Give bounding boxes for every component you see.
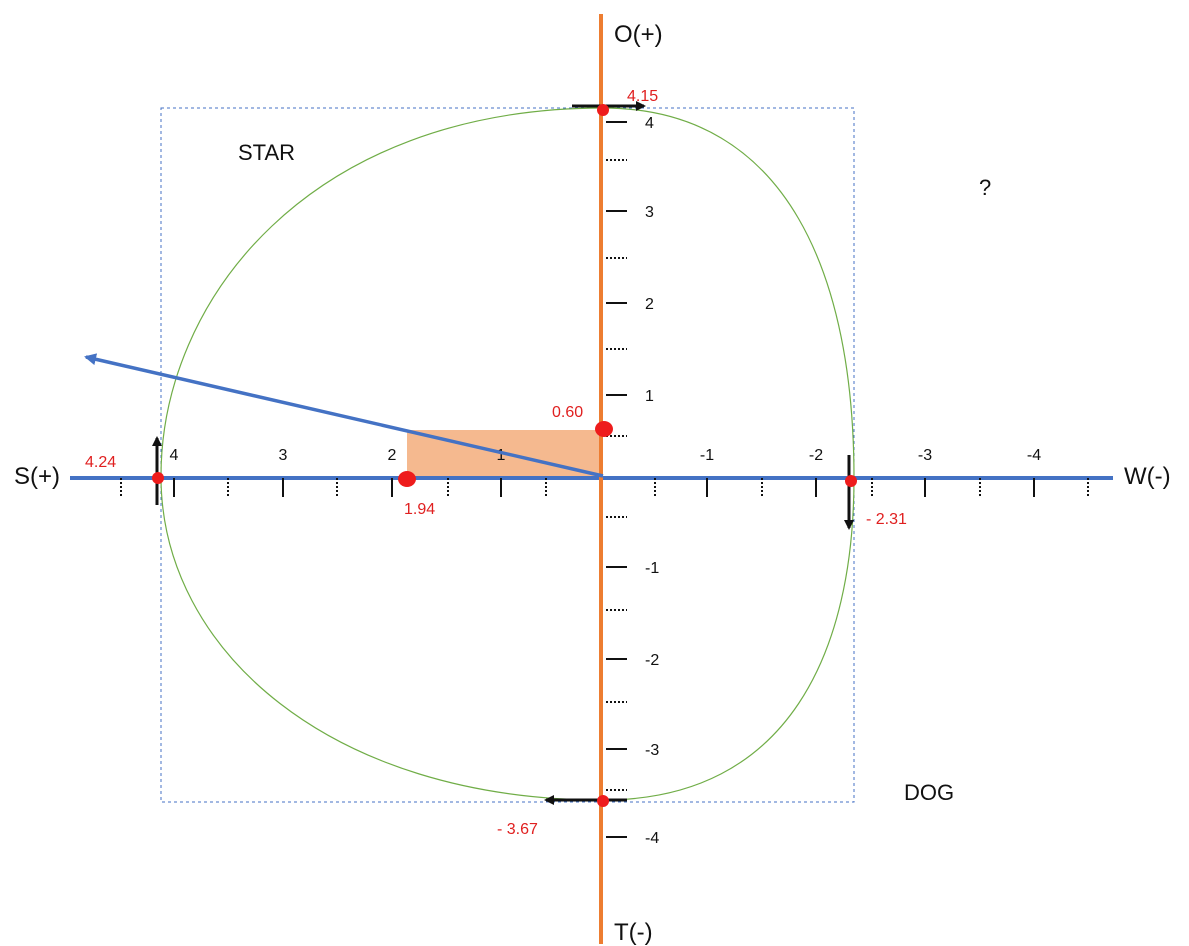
direction-vector-arrow	[84, 353, 604, 478]
y-tick-label: -4	[645, 830, 659, 847]
y-axis-bottom-title: T(-)	[614, 919, 653, 946]
x-tick-label: -2	[809, 447, 823, 464]
x-axis-major-ticks	[173, 478, 1035, 497]
x-tick-label: -1	[700, 447, 714, 464]
o-point	[597, 104, 609, 116]
s-point-label: 4.24	[85, 454, 116, 471]
t-point-label: - 3.67	[497, 821, 538, 838]
y-center-point-label: 0.60	[552, 404, 583, 421]
y-tick-label: 1	[645, 388, 654, 405]
w-point-label: - 2.31	[866, 511, 907, 528]
o-point-label: 4.15	[627, 88, 658, 105]
y-tick-label: -3	[645, 742, 659, 759]
x-tick-label: -4	[1027, 447, 1041, 464]
y-axis-major-ticks	[606, 121, 627, 838]
x-tick-label: 1	[497, 447, 506, 464]
t-point	[597, 795, 609, 807]
x-axis-right-title: W(-)	[1124, 463, 1171, 490]
x-tick-label: 3	[279, 447, 288, 464]
y-axis-top-title: O(+)	[614, 21, 663, 48]
x-tick-label: 2	[388, 447, 397, 464]
x-tick-label: 4	[170, 447, 179, 464]
x-axis-left-title: S(+)	[14, 463, 60, 490]
y-tick-label: -1	[645, 560, 659, 577]
w-point	[845, 475, 857, 487]
quadrant-label-question: ?	[979, 175, 991, 200]
y-tick-label: 4	[645, 115, 654, 132]
y-tick-label: 2	[645, 296, 654, 313]
y-tick-label: -2	[645, 652, 659, 669]
quadrant-label-star: STAR	[238, 140, 295, 165]
y-center-point	[595, 421, 613, 437]
x-center-point	[398, 471, 416, 487]
performance-curve	[160, 107, 855, 801]
quadrant-label-dog: DOG	[904, 780, 954, 805]
x-tick-label: -3	[918, 447, 932, 464]
y-axis-minor-ticks	[606, 159, 627, 791]
y-tick-label: 3	[645, 204, 654, 221]
x-center-point-label: 1.94	[404, 501, 435, 518]
x-axis-minor-ticks	[120, 478, 1089, 497]
s-point	[152, 472, 164, 484]
